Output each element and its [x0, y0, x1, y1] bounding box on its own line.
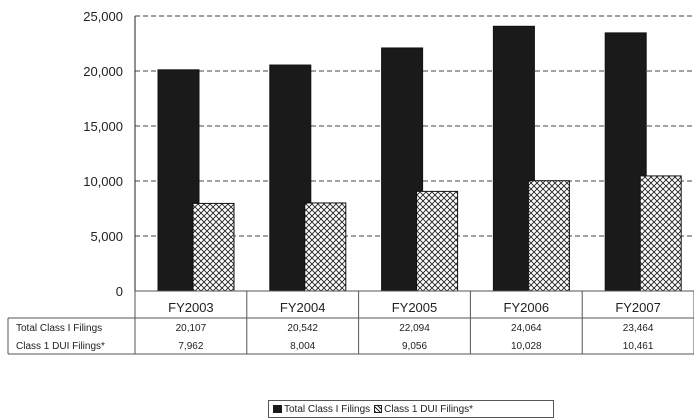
table-cell-dui: 9,056 — [402, 341, 427, 352]
x-category-label: FY2006 — [504, 300, 550, 315]
table-cell-total: 20,542 — [287, 323, 318, 334]
bar-class-1-dui — [304, 202, 347, 292]
table-row-label-total: Total Class I Filings — [16, 323, 102, 334]
bar-total-class-i — [492, 25, 535, 292]
y-tick-label: 0 — [116, 284, 123, 299]
bar-class-1-dui — [192, 202, 235, 292]
legend-label-total: Total Class I Filings — [284, 403, 371, 415]
x-category-label: FY2005 — [392, 300, 438, 315]
table-cell-dui: 8,004 — [290, 341, 315, 352]
table-cell-dui: 10,028 — [511, 341, 542, 352]
legend-item-total: Total Class I Filings — [273, 404, 370, 415]
table-cell-total: 20,107 — [176, 323, 207, 334]
table-cell-dui: 7,962 — [178, 341, 203, 352]
y-tick-label: 15,000 — [83, 119, 123, 134]
y-tick-label: 5,000 — [90, 229, 123, 244]
legend-label-dui: Class 1 DUI Filings* — [384, 403, 474, 415]
bar-class-1-dui — [639, 175, 682, 292]
y-tick-label: 10,000 — [83, 174, 123, 189]
legend-swatch-total — [273, 405, 282, 413]
x-category-label: FY2007 — [615, 300, 661, 315]
bar-class-1-dui — [527, 180, 570, 292]
bar-total-class-i — [381, 47, 424, 292]
bar-total-class-i — [604, 32, 647, 292]
legend-item-dui: Class 1 DUI Filings* — [374, 404, 473, 415]
x-category-label: FY2003 — [168, 300, 214, 315]
x-category-label: FY2004 — [280, 300, 326, 315]
y-tick-label: 25,000 — [83, 9, 123, 24]
table-row-label-dui: Class 1 DUI Filings* — [16, 341, 105, 352]
table-cell-total: 24,064 — [511, 323, 542, 334]
bar-total-class-i — [157, 69, 200, 292]
table-cell-total: 22,094 — [399, 323, 430, 334]
y-tick-label: 20,000 — [83, 64, 123, 79]
legend: Total Class I Filings Class 1 DUI Filing… — [268, 400, 554, 418]
bar-class-1-dui — [416, 190, 459, 292]
legend-swatch-dui — [374, 405, 383, 413]
table-cell-dui: 10,461 — [623, 341, 654, 352]
table-cell-total: 23,464 — [623, 323, 654, 334]
